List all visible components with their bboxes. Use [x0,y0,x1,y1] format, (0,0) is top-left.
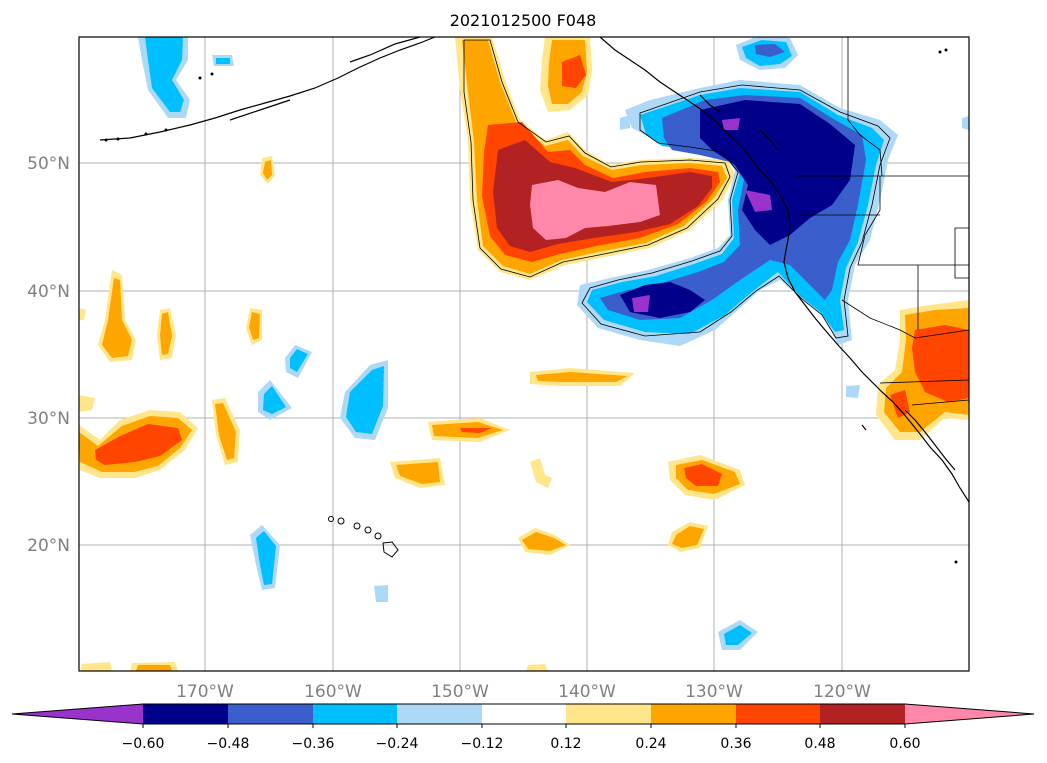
colorbar-segment [397,704,482,724]
lon-label: 120°W [813,682,871,702]
colorbar-tick-label: 0.36 [720,736,751,752]
colorbar-tick-label: −0.36 [292,736,335,752]
lon-label: 150°W [431,682,489,702]
negative-anomaly-pacific-northwest [577,80,898,346]
colorbar-tick-label: −0.48 [207,736,250,752]
map-frame [78,36,970,672]
latitude-labels: 50°N 40°N 30°N 20°N [27,154,70,556]
lon-label: 130°W [685,682,743,702]
aleutian-islands [104,48,958,564]
positive-anomaly-southwest-us [876,300,969,440]
lat-label: 40°N [27,282,70,302]
colorbar-extend-max [905,704,1034,724]
positive-anomaly-west-pacific [79,410,198,478]
map-title: 2021012500 F048 [450,11,597,30]
colorbar-tick-label: 0.60 [889,736,920,752]
lat-label: 30°N [27,409,70,429]
colorbar-segment [736,704,820,724]
colorbar-segment [566,704,651,724]
colorbar-segment [820,704,905,724]
lon-label: 170°W [176,682,234,702]
negative-anomaly-small-blobs [138,37,969,650]
lon-label: 140°W [558,682,616,702]
political-borders [795,37,969,406]
positive-anomaly-small-blobs [79,156,745,671]
colorbar-extend-min [12,704,143,724]
colorbar-tick-label: −0.24 [376,736,419,752]
colorbar-segment [482,704,566,724]
colorbar-tick-label: 0.12 [550,736,581,752]
longitude-labels: 170°W 160°W 150°W 140°W 130°W 120°W [176,682,871,702]
colorbar-segment [143,704,228,724]
lat-label: 20°N [27,536,70,556]
colorbar-tick-label: −0.12 [461,736,504,752]
colorbar-segment [228,704,313,724]
colorbar: −0.60 −0.48 −0.36 −0.24 −0.12 0.12 0.24 … [11,703,1035,752]
lon-label: 160°W [304,682,362,702]
colorbar-segment [313,704,397,724]
colorbar-segment [651,704,736,724]
coastlines [99,37,969,503]
map-area [79,37,969,671]
colorbar-tick-label: 0.24 [635,736,666,752]
colorbar-tick-label: 0.48 [804,736,835,752]
positive-anomaly-plume-north-pacific [455,37,735,280]
lat-label: 50°N [27,154,70,174]
hawaiian-islands [328,516,399,558]
negative-anomaly-gulf-of-alaska [736,37,798,70]
colorbar-tick-label: −0.60 [122,736,165,752]
